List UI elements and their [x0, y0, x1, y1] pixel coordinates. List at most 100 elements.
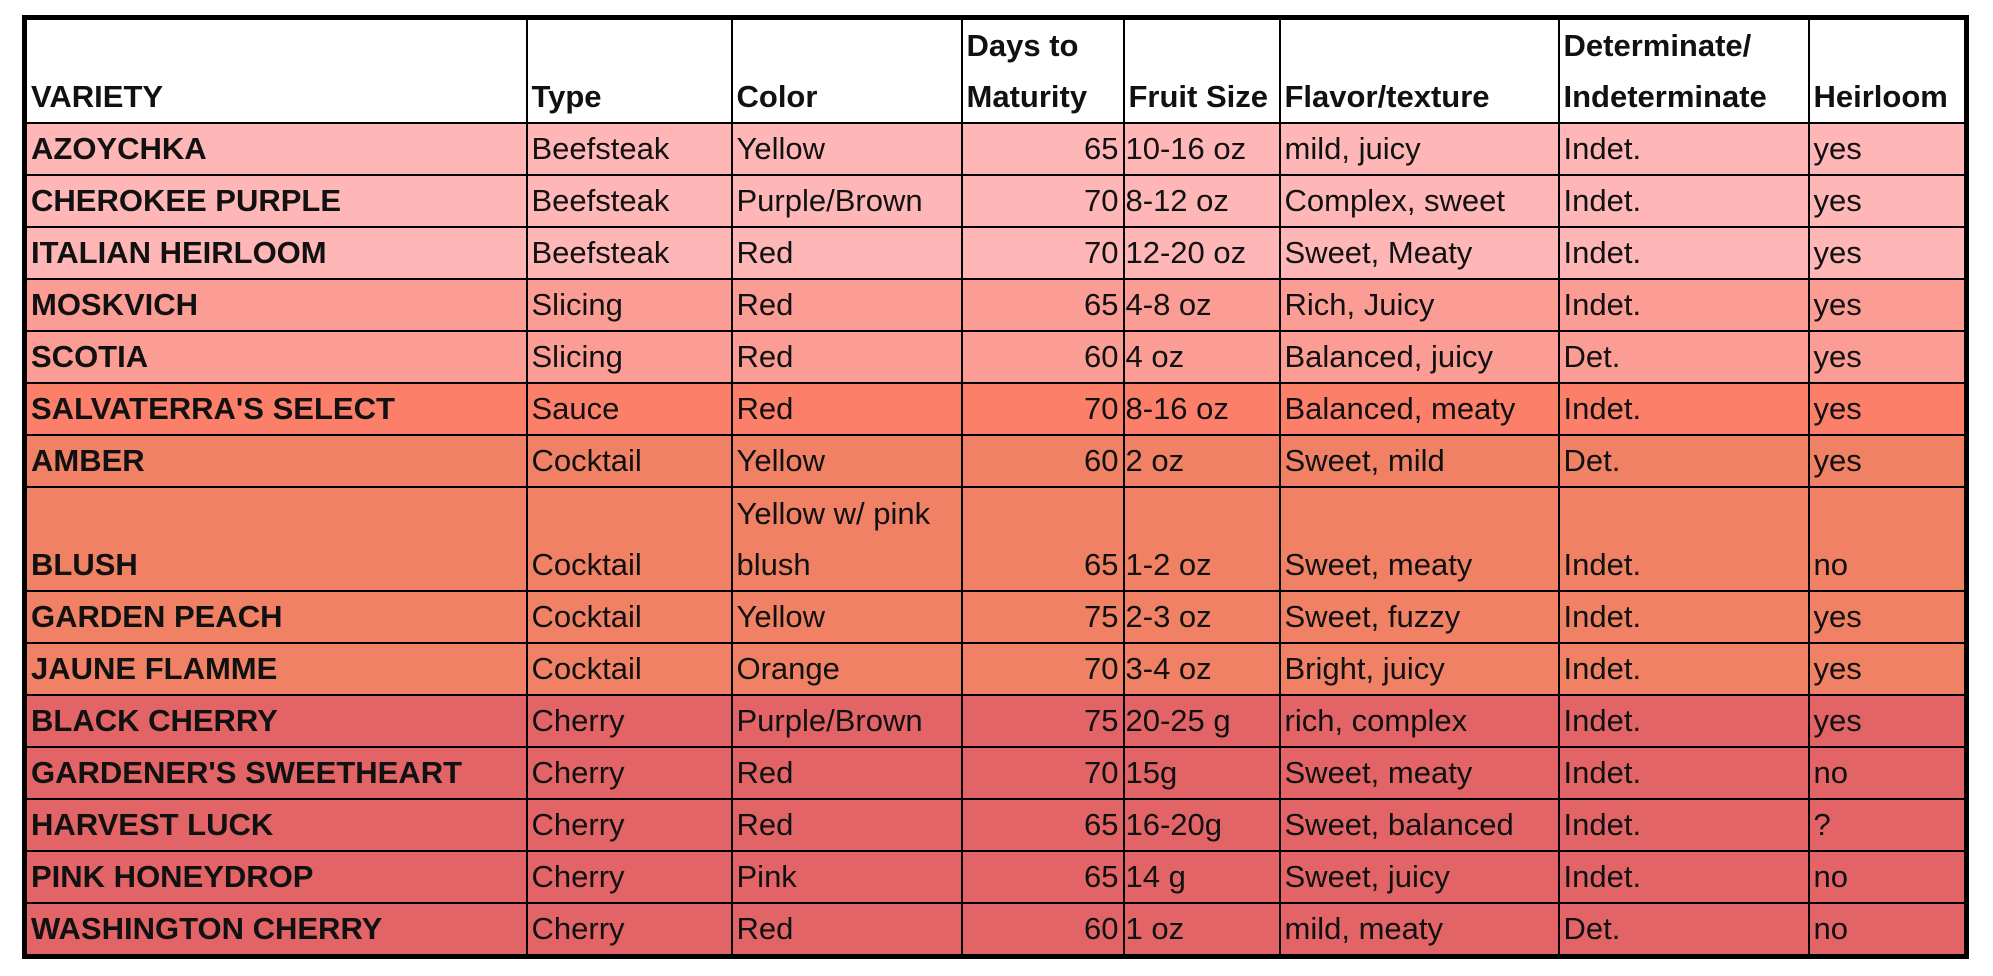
days-to-maturity-cell: 70 [960, 174, 1125, 228]
type-cell: Cherry [525, 694, 733, 748]
tomato-varieties-table: VARIETY Type Color Days to Maturity Frui… [22, 15, 1969, 959]
heirloom-cell: yes [1807, 174, 1968, 228]
fruit-size-cell: 3-4 oz [1122, 642, 1281, 696]
header-heirloom: Heirloom [1807, 16, 1968, 124]
color-cell: Orange [730, 642, 963, 696]
fruit-size-cell: 4-8 oz [1122, 278, 1281, 332]
variety-cell: AZOYCHKA [23, 122, 528, 176]
type-cell: Slicing [525, 330, 733, 384]
header-row: VARIETY Type Color Days to Maturity Frui… [23, 16, 1968, 124]
days-to-maturity-cell: 65 [960, 122, 1125, 176]
table-row: PINK HONEYDROP Cherry Pink 65 14 g Sweet, jui… [23, 850, 1968, 904]
heirloom-cell: no [1807, 486, 1968, 592]
table-row: JAUNE FLAMME Cocktail Orange 70 3-4 oz Bright… [23, 642, 1968, 696]
color-cell: Red [730, 278, 963, 332]
fruit-size-cell: 8-16 oz [1122, 382, 1281, 436]
flavor-cell: Sweet, meaty [1278, 486, 1560, 592]
determinate-cell: Indet. [1557, 746, 1810, 800]
days-to-maturity-cell: 70 [960, 382, 1125, 436]
variety-cell: GARDENER'S SWEETHEART [23, 746, 528, 800]
determinate-cell: Indet. [1557, 174, 1810, 228]
table-row: HARVEST LUCK Cherry Red 65 16-20g Sweet, bala… [23, 798, 1968, 852]
fruit-size-cell: 15g [1122, 746, 1281, 800]
heirloom-cell: yes [1807, 278, 1968, 332]
type-cell: Beefsteak [525, 226, 733, 280]
color-cell: Red [730, 902, 963, 958]
type-cell: Beefsteak [525, 122, 733, 176]
color-cell: Red [730, 382, 963, 436]
color-cell: Red [730, 746, 963, 800]
header-color: Color [730, 16, 963, 124]
table-row: SCOTIA Slicing Red 60 4 oz Balanced, juicy Det… [23, 330, 1968, 384]
variety-cell: PINK HONEYDROP [23, 850, 528, 904]
determinate-cell: Indet. [1557, 642, 1810, 696]
header-flavor-texture: Flavor/texture [1278, 16, 1560, 124]
flavor-cell: Sweet, meaty [1278, 746, 1560, 800]
fruit-size-cell: 1 oz [1122, 902, 1281, 958]
color-cell: Yellow [730, 590, 963, 644]
flavor-cell: Balanced, juicy [1278, 330, 1560, 384]
days-to-maturity-cell: 65 [960, 486, 1125, 592]
table-row: SALVATERRA'S SELECT Sauce Red 70 8-16 oz Bala… [23, 382, 1968, 436]
header-determinate: Determinate/ Indeterminate [1557, 16, 1810, 124]
heirloom-cell: yes [1807, 590, 1968, 644]
table-row: MOSKVICH Slicing Red 65 4-8 oz Rich, Juicy Ind… [23, 278, 1968, 332]
determinate-cell: Indet. [1557, 226, 1810, 280]
days-to-maturity-cell: 70 [960, 226, 1125, 280]
determinate-cell: Indet. [1557, 694, 1810, 748]
heirloom-cell: no [1807, 850, 1968, 904]
determinate-cell: Indet. [1557, 382, 1810, 436]
heirloom-cell: yes [1807, 434, 1968, 488]
days-to-maturity-cell: 75 [960, 590, 1125, 644]
type-cell: Slicing [525, 278, 733, 332]
table-row: ITALIAN HEIRLOOM Beefsteak Red 70 12-20 oz Sw… [23, 226, 1968, 280]
type-cell: Cherry [525, 902, 733, 958]
days-to-maturity-cell: 60 [960, 434, 1125, 488]
flavor-cell: Sweet, balanced [1278, 798, 1560, 852]
variety-cell: BLUSH [23, 486, 528, 592]
table-row: GARDENER'S SWEETHEART Cherry Red 70 15g Sweet… [23, 746, 1968, 800]
fruit-size-cell: 8-12 oz [1122, 174, 1281, 228]
days-to-maturity-cell: 70 [960, 642, 1125, 696]
color-cell: Yellow [730, 122, 963, 176]
flavor-cell: Balanced, meaty [1278, 382, 1560, 436]
fruit-size-cell: 14 g [1122, 850, 1281, 904]
flavor-cell: rich, complex [1278, 694, 1560, 748]
flavor-cell: Sweet, juicy [1278, 850, 1560, 904]
heirloom-cell: yes [1807, 694, 1968, 748]
determinate-cell: Indet. [1557, 850, 1810, 904]
type-cell: Cherry [525, 746, 733, 800]
variety-cell: JAUNE FLAMME [23, 642, 528, 696]
flavor-cell: mild, meaty [1278, 902, 1560, 958]
type-cell: Cocktail [525, 434, 733, 488]
color-cell: Yellow w/ pink blush [730, 486, 963, 592]
flavor-cell: Rich, Juicy [1278, 278, 1560, 332]
determinate-cell: Det. [1557, 434, 1810, 488]
days-to-maturity-cell: 60 [960, 902, 1125, 958]
days-to-maturity-cell: 70 [960, 746, 1125, 800]
determinate-cell: Indet. [1557, 486, 1810, 592]
variety-cell: BLACK CHERRY [23, 694, 528, 748]
heirloom-cell: no [1807, 746, 1968, 800]
days-to-maturity-cell: 60 [960, 330, 1125, 384]
determinate-cell: Det. [1557, 330, 1810, 384]
table-row: CHEROKEE PURPLE Beefsteak Purple/Brown 70 8-… [23, 174, 1968, 228]
table-row: AMBER Cocktail Yellow 60 2 oz Sweet, mild Det.… [23, 434, 1968, 488]
determinate-cell: Indet. [1557, 798, 1810, 852]
header-type: Type [525, 16, 733, 124]
variety-cell: WASHINGTON CHERRY [23, 902, 528, 958]
flavor-cell: Bright, juicy [1278, 642, 1560, 696]
determinate-cell: Indet. [1557, 122, 1810, 176]
type-cell: Beefsteak [525, 174, 733, 228]
fruit-size-cell: 16-20g [1122, 798, 1281, 852]
variety-cell: AMBER [23, 434, 528, 488]
heirloom-cell: yes [1807, 226, 1968, 280]
type-cell: Sauce [525, 382, 733, 436]
color-cell: Purple/Brown [730, 694, 963, 748]
heirloom-cell: yes [1807, 382, 1968, 436]
header-fruit-size: Fruit Size [1122, 16, 1281, 124]
heirloom-cell: no [1807, 902, 1968, 958]
type-cell: Cherry [525, 850, 733, 904]
determinate-cell: Det. [1557, 902, 1810, 958]
type-cell: Cocktail [525, 590, 733, 644]
